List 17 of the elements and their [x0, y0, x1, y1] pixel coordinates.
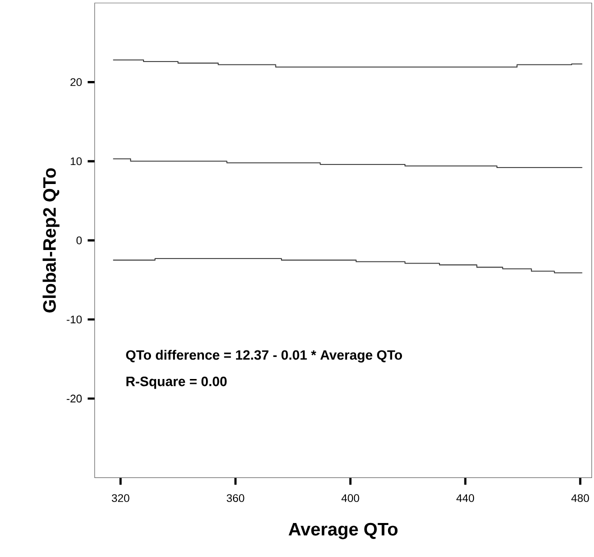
y-tick-label: 0 — [76, 236, 82, 244]
y-tick-label: 20 — [70, 78, 82, 86]
annotation: QTo difference = 12.37 - 0.01 * Average QTo — [126, 350, 402, 362]
x-tick-label: 320 — [112, 494, 130, 502]
x-tick-label: 440 — [456, 494, 474, 502]
line-series — [112, 258, 583, 274]
y-tick-label: -20 — [66, 394, 82, 402]
y-tick-label: 10 — [70, 157, 82, 166]
x-axis-title: Average QTo — [288, 522, 398, 540]
annotation: R-Square = 0.00 — [126, 376, 227, 389]
line-series — [112, 158, 583, 168]
x-tick-label: 480 — [571, 494, 589, 502]
x-tick-label: 400 — [341, 494, 360, 502]
x-tick-label: 360 — [226, 494, 244, 502]
y-tick-label: -10 — [66, 316, 82, 324]
line-series — [112, 60, 583, 68]
y-axis-title: Global-Rep2 QTo — [42, 168, 60, 312]
